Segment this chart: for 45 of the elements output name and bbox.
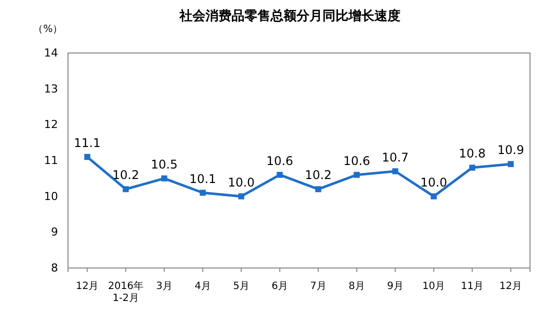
data-label: 10.7 xyxy=(382,150,409,164)
x-tick-label: 8月 xyxy=(348,281,365,292)
x-tick-label: 2016年 1-2月 xyxy=(108,280,144,304)
y-tick-label: 13 xyxy=(44,82,58,96)
data-label: 10.2 xyxy=(304,168,332,182)
data-label: 10.9 xyxy=(497,143,524,158)
y-tick-label: 11 xyxy=(44,154,58,168)
data-label: 10.1 xyxy=(189,172,216,186)
data-label: 10.6 xyxy=(343,154,370,168)
y-tick-label: 8 xyxy=(51,262,58,275)
data-label: 10.5 xyxy=(150,157,178,172)
data-label: 10.6 xyxy=(266,154,294,168)
data-label: 11.1 xyxy=(74,136,101,150)
point xyxy=(469,164,476,171)
data-label: 10.0 xyxy=(420,175,448,190)
point xyxy=(200,190,206,196)
point xyxy=(508,161,514,168)
x-tick-label: 12月 xyxy=(499,281,522,292)
point xyxy=(315,186,322,192)
point xyxy=(84,154,90,160)
data-label: 10.8 xyxy=(458,146,486,161)
y-tick-label: 9 xyxy=(51,226,58,239)
y-tick-label: 12 xyxy=(44,118,58,132)
point xyxy=(161,175,168,182)
point xyxy=(430,193,437,200)
point xyxy=(276,172,283,178)
x-tick-label: 10月 xyxy=(422,281,446,292)
point xyxy=(354,172,360,178)
y-tick-label: 10 xyxy=(44,190,58,203)
point xyxy=(238,193,244,200)
data-label: 10.0 xyxy=(228,175,255,190)
chart-title: 社会消费品零售总额分月同比增长速度 xyxy=(178,8,400,24)
x-tick-label: 7月 xyxy=(310,281,326,292)
point xyxy=(392,168,398,174)
y-axis-title: （%） xyxy=(33,24,63,35)
y-tick-label: 14 xyxy=(44,46,58,60)
x-tick-label: 9月 xyxy=(387,281,404,292)
x-tick-label: 6月 xyxy=(272,281,288,292)
x-tick-label: 3月 xyxy=(156,281,172,292)
x-tick-label: 5月 xyxy=(233,281,250,292)
data-label: 10.2 xyxy=(112,168,140,182)
x-tick-label: 4月 xyxy=(194,281,211,292)
point xyxy=(122,186,129,192)
x-tick-label: 12月 xyxy=(76,281,99,292)
x-tick-label: 11月 xyxy=(460,281,484,292)
